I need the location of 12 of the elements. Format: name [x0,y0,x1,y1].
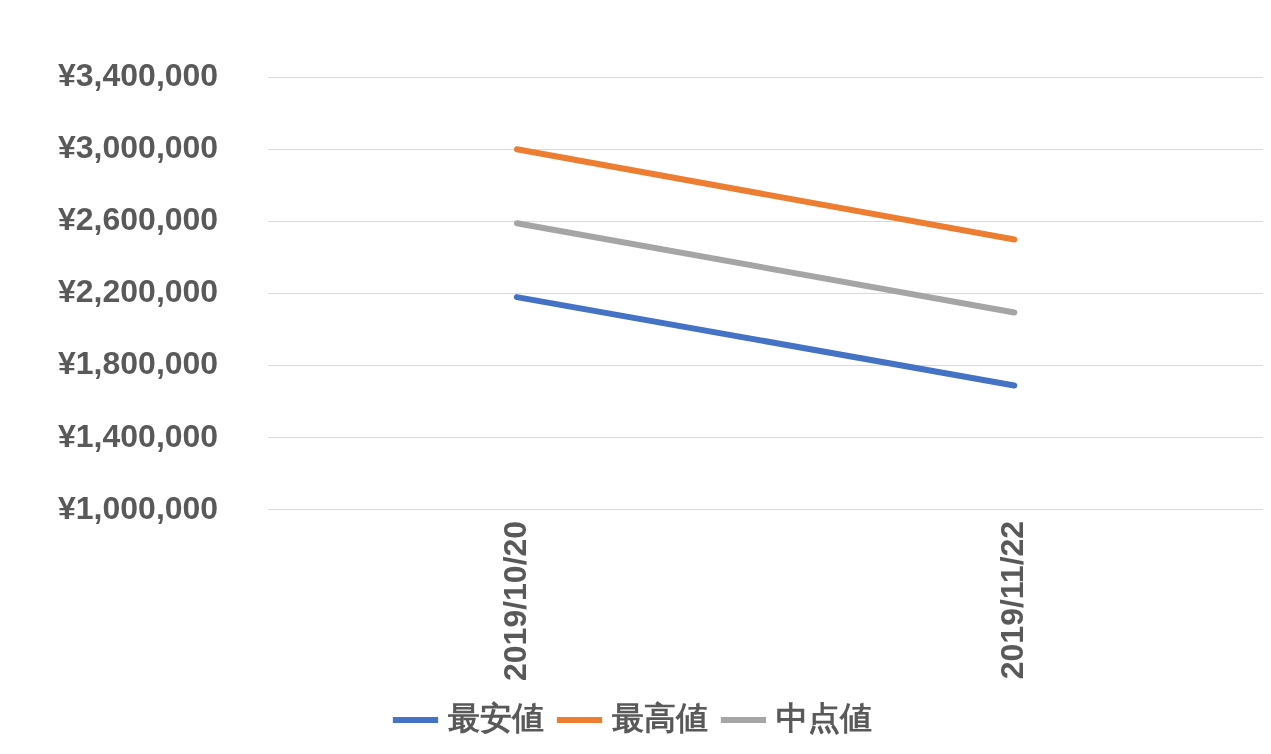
y-tick-label: ¥1,400,000 [58,417,219,454]
legend-label: 中点値 [775,699,872,736]
x-tick-label: 2019/10/20 [496,520,533,681]
legend-label: 最安値 [447,699,544,736]
legend-label: 最高値 [611,699,708,736]
y-tick-label: ¥2,200,000 [58,273,219,310]
y-tick-label: ¥3,400,000 [58,57,219,94]
y-tick-label: ¥3,000,000 [58,129,219,166]
y-tick-label: ¥2,600,000 [58,201,219,238]
x-tick-label: 2019/11/22 [994,520,1031,680]
y-tick-label: ¥1,800,000 [58,345,219,382]
y-tick-label: ¥1,000,000 [58,489,219,526]
